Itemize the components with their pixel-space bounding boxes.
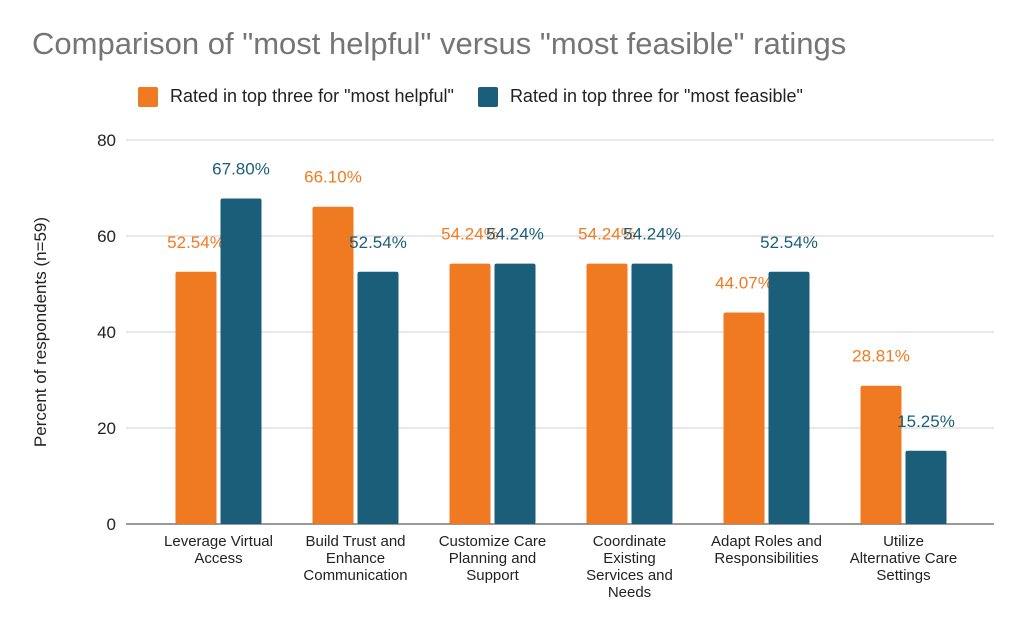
bar-feasible [768,271,810,524]
x-tick-label: Access [194,550,242,567]
bar-helpful [175,271,217,524]
data-label: 67.80% [212,160,270,179]
data-label: 52.54% [349,233,407,252]
bar-helpful [723,312,765,524]
chart-title: Comparison of "most helpful" versus "mos… [32,26,847,61]
data-label: 54.24% [578,225,636,244]
x-tick-label: Customize Care [439,533,547,550]
bar-feasible [631,263,673,524]
bar-helpful [586,263,628,524]
data-label: 28.81% [852,347,910,366]
legend-label-most-helpful: Rated in top three for "most helpful" [170,86,454,106]
x-tick-label: Responsibilities [714,550,818,567]
y-tick-label: 0 [107,515,116,534]
y-tick-label: 20 [97,419,116,438]
data-label: 54.24% [441,225,499,244]
bar-feasible [494,263,536,524]
y-tick-label: 60 [97,227,116,246]
bar-helpful [449,263,491,524]
data-label: 15.25% [897,412,955,431]
data-label: 54.24% [623,225,681,244]
x-tick-label: Services and [586,567,673,584]
x-tick-label: Leverage Virtual [164,533,273,550]
legend-label-most-feasible: Rated in top three for "most feasible" [509,86,803,106]
legend-item-most-feasible: Rated in top three for "most feasible" [477,86,803,107]
x-tick-label: Support [466,567,519,584]
data-label: 66.10% [304,168,362,187]
legend-swatch-most-helpful [138,86,158,107]
data-label: 52.54% [167,233,225,252]
x-tick-label: Settings [876,567,930,584]
chart-legend: Rated in top three for "most helpful" Ra… [138,86,827,107]
bar-helpful [312,206,354,524]
x-tick-label: Existing [603,550,656,567]
legend-item-most-helpful: Rated in top three for "most helpful" [138,86,454,107]
y-axis-title: Percent of respondents (n=59) [31,217,50,447]
legend-swatch-most-feasible [477,86,498,107]
x-tick-label: Planning and [449,550,537,567]
bar-feasible [905,450,947,524]
x-tick-label: Build Trust and [305,533,405,550]
data-label: 54.24% [486,225,544,244]
x-tick-label: Adapt Roles and [711,533,822,550]
x-tick-label: Enhance [326,550,385,567]
y-tick-label: 80 [97,131,116,150]
bar-feasible [220,198,262,524]
bar-helpful [860,385,902,524]
data-label: 44.07% [715,273,773,292]
y-tick-label: 40 [97,323,116,342]
x-tick-label: Alternative Care [850,550,958,567]
x-tick-label: Needs [608,584,651,601]
x-tick-label: Coordinate [593,533,666,550]
x-tick-label: Utilize [883,533,924,550]
x-tick-label: Communication [303,567,407,584]
bar-feasible [357,271,399,524]
data-label: 52.54% [760,233,818,252]
